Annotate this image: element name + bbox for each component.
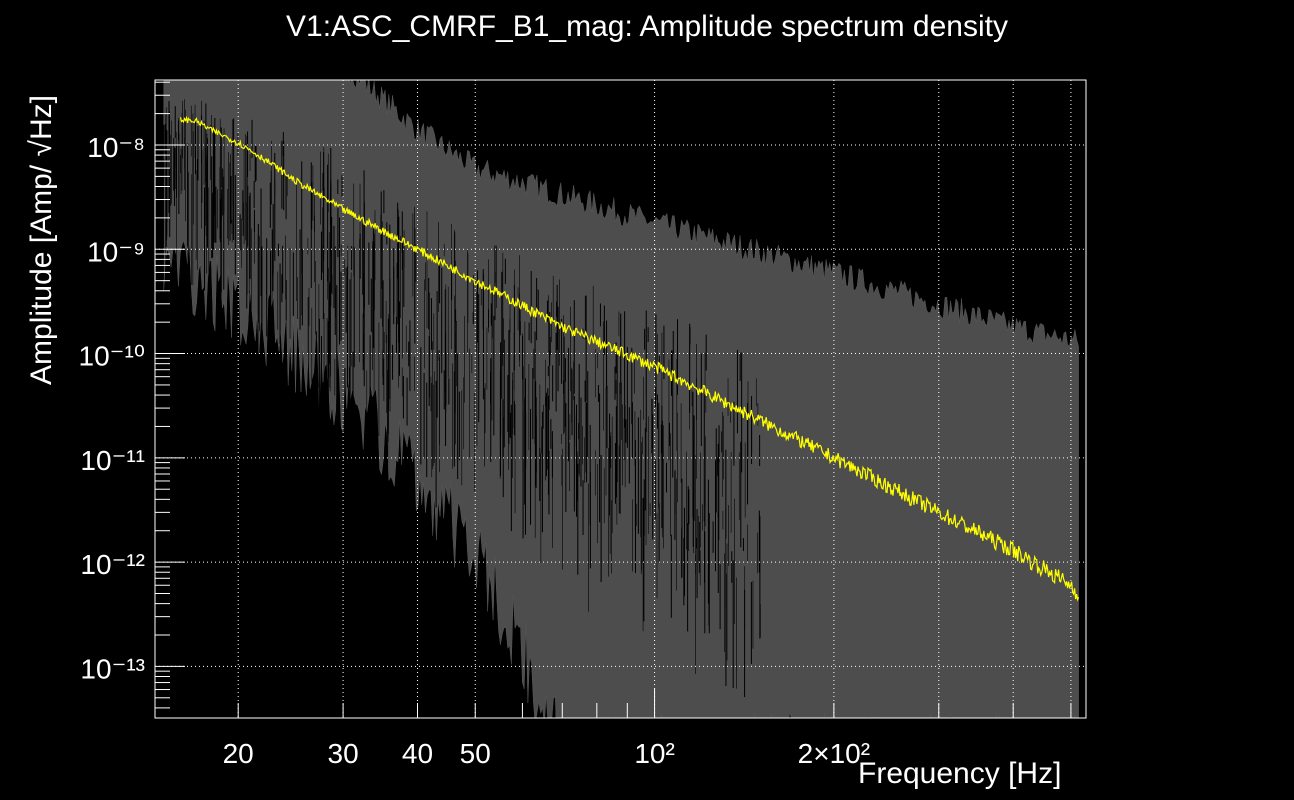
plot-frame xyxy=(154,79,1087,719)
x-tick-label: 2×10² xyxy=(798,738,870,769)
x-tick-label: 10² xyxy=(634,738,674,769)
y-tick-label: 10⁻¹³ xyxy=(80,653,145,684)
plot-area xyxy=(155,80,1086,718)
spread-band xyxy=(163,80,1079,718)
asd-series-line xyxy=(179,115,1080,602)
y-tick-label: 10⁻¹² xyxy=(80,549,145,580)
chart-title: V1:ASC_CMRF_B1_mag: Amplitude spectrum d… xyxy=(286,10,1008,43)
x-tick-label: 40 xyxy=(402,738,433,769)
x-tick-label: 50 xyxy=(460,738,491,769)
x-tick-label: 20 xyxy=(223,738,254,769)
y-tick-label: 10⁻⁹ xyxy=(87,236,145,267)
y-tick-label: 10⁻⁸ xyxy=(87,132,145,163)
y-tick-label: 10⁻¹¹ xyxy=(80,445,145,476)
x-tick-label: 30 xyxy=(328,738,359,769)
x-axis-label: Frequency [Hz] xyxy=(858,757,1062,790)
y-tick-label: 10⁻¹⁰ xyxy=(79,341,145,372)
